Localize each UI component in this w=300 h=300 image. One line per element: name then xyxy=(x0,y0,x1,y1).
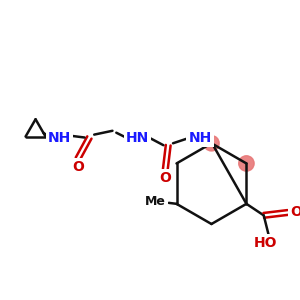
Text: O: O xyxy=(72,160,84,174)
Text: HO: HO xyxy=(254,236,278,250)
Text: Me: Me xyxy=(145,195,166,208)
Text: HN: HN xyxy=(126,131,149,146)
Text: O: O xyxy=(290,206,300,220)
Circle shape xyxy=(239,156,254,171)
Text: NH: NH xyxy=(188,130,212,145)
Circle shape xyxy=(204,136,219,151)
Text: O: O xyxy=(159,171,171,185)
Text: NH: NH xyxy=(48,130,71,145)
